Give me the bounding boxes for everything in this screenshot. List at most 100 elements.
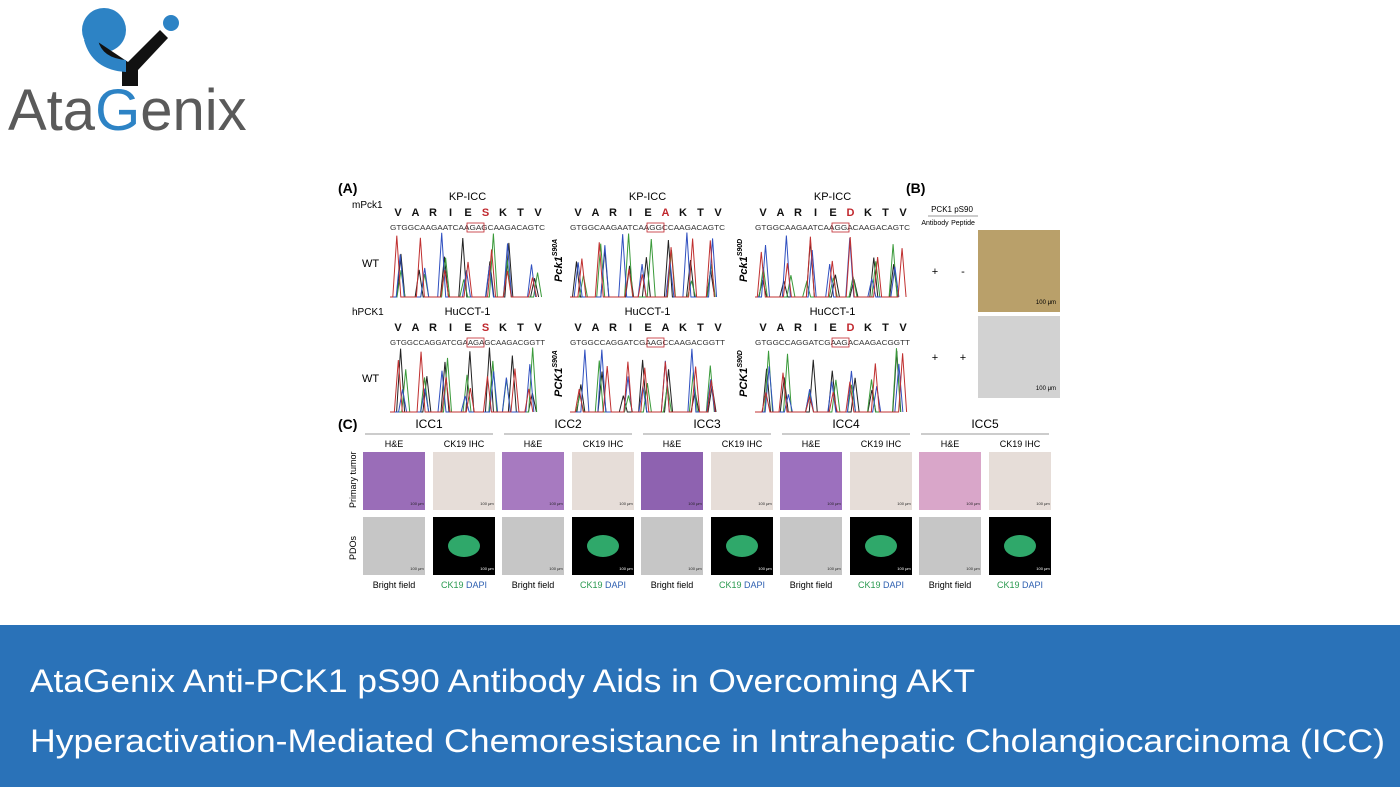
stain-label: H&E <box>524 439 543 449</box>
genotype-sup: S90A <box>552 239 559 257</box>
dna-sequence: GTGGCCAGGATCGAAGACAAGACGGTT <box>755 340 911 347</box>
sample-label: ICC5 <box>971 417 999 431</box>
sample-label: ICC3 <box>693 417 721 431</box>
amino-acid: E <box>464 322 471 334</box>
genotype-base: Pck1 <box>738 256 750 282</box>
scale-bar-label: 100 μm <box>480 501 494 506</box>
banner-title: AtaGenix Anti-PCK1 pS90 Antibody Aids in… <box>30 663 975 699</box>
amino-acid: I <box>449 322 452 334</box>
fluor-ck19: CK19 <box>858 580 881 590</box>
cell-label: KP-ICC <box>629 191 666 203</box>
amino-acid: D <box>847 207 855 219</box>
fluor-label: CK19 DAPI <box>719 580 765 590</box>
codon-box <box>831 222 850 233</box>
species-label: mPck1 <box>352 200 383 211</box>
scale-bar-label: 100 μm <box>758 566 772 571</box>
micrograph <box>780 517 842 575</box>
stain-label: CK19 IHC <box>722 439 763 449</box>
amino-acid: K <box>864 322 872 334</box>
fluor-dapi: DAPI <box>605 580 626 590</box>
scale-bar-label: 100 μm <box>1036 501 1050 506</box>
organoid <box>865 535 897 557</box>
bright-label: Bright field <box>790 580 833 590</box>
micrograph <box>711 452 773 510</box>
b-header: PCK1 pS90 <box>931 205 973 214</box>
genotype-sup: S90D <box>737 239 744 257</box>
scale-bar-label: 100 μm <box>827 501 841 506</box>
chromatogram-trace <box>570 238 715 298</box>
amino-acid: E <box>644 322 651 334</box>
fluor-dapi: DAPI <box>883 580 904 590</box>
amino-acid: R <box>429 207 437 219</box>
genotype-base: Pck1 <box>553 256 565 282</box>
amino-acid: D <box>847 322 855 334</box>
fluor-dapi: DAPI <box>744 580 765 590</box>
amino-acid: E <box>829 207 836 219</box>
amino-acid: T <box>517 207 524 219</box>
amino-acid: R <box>609 207 617 219</box>
scale-bar-label: 100 μm <box>410 566 424 571</box>
genotype-label: PCK1S90A <box>552 350 565 397</box>
chromatogram-trace <box>390 364 535 413</box>
genotype-label: WT <box>362 258 379 270</box>
amino-acid: E <box>829 322 836 334</box>
cell-label: HuCCT-1 <box>445 306 491 318</box>
amino-acid: T <box>517 322 524 334</box>
scale-bar-label: 100 μm <box>1036 300 1056 306</box>
scale-bar-label: 100 μm <box>827 566 841 571</box>
amino-acid: R <box>794 322 802 334</box>
stain-label: CK19 IHC <box>583 439 624 449</box>
cell-label: HuCCT-1 <box>810 306 856 318</box>
cell-label: KP-ICC <box>449 191 486 203</box>
micrograph <box>919 517 981 575</box>
amino-acid: K <box>499 207 507 219</box>
fluor-label: CK19 DAPI <box>858 580 904 590</box>
amino-acid: A <box>592 322 600 334</box>
stain-label: CK19 IHC <box>861 439 902 449</box>
genotype-label: WT <box>362 373 379 385</box>
amino-acid: V <box>534 207 542 219</box>
amino-acid: V <box>899 322 907 334</box>
amino-acid: T <box>882 207 889 219</box>
amino-acid: E <box>644 207 651 219</box>
micrograph <box>502 517 564 575</box>
codon-box <box>646 337 665 348</box>
scale-bar-label: 100 μm <box>897 501 911 506</box>
b-sign: + <box>932 352 938 364</box>
fluor-ck19: CK19 <box>997 580 1020 590</box>
micrograph <box>641 517 703 575</box>
micrograph <box>989 452 1051 510</box>
amino-acid: T <box>697 207 704 219</box>
micrograph <box>780 452 842 510</box>
amino-acid: S <box>482 322 489 334</box>
amino-acid: V <box>574 322 582 334</box>
logo-part: G <box>95 78 140 143</box>
amino-acid: V <box>759 207 767 219</box>
codon-box <box>831 337 850 348</box>
micrograph <box>978 230 1060 312</box>
codon-box <box>646 222 665 233</box>
dna-sequence: GTGGCCAGGATCGAAGAGCAAGACGGTT <box>390 340 546 347</box>
codon-box <box>466 337 485 348</box>
amino-acid: I <box>629 322 632 334</box>
amino-acid: A <box>662 207 670 219</box>
row-label: Primary tumor <box>348 451 358 508</box>
b-column: Antibody <box>921 220 949 227</box>
b-sign: + <box>932 266 938 278</box>
genotype-label: Pck1S90A <box>552 239 565 282</box>
amino-acid: A <box>592 207 600 219</box>
organoid <box>726 535 758 557</box>
organoid <box>1004 535 1036 557</box>
amino-acid: V <box>714 207 722 219</box>
species-label: hPCK1 <box>352 307 384 318</box>
amino-acid: I <box>814 322 817 334</box>
scale-bar-label: 100 μm <box>688 501 702 506</box>
fluor-label: CK19 DAPI <box>997 580 1043 590</box>
chromatogram-trace <box>570 361 716 413</box>
scale-bar-label: 100 μm <box>480 566 494 571</box>
stain-label: H&E <box>663 439 682 449</box>
amino-acid: V <box>394 207 402 219</box>
b-sign: - <box>961 266 965 278</box>
